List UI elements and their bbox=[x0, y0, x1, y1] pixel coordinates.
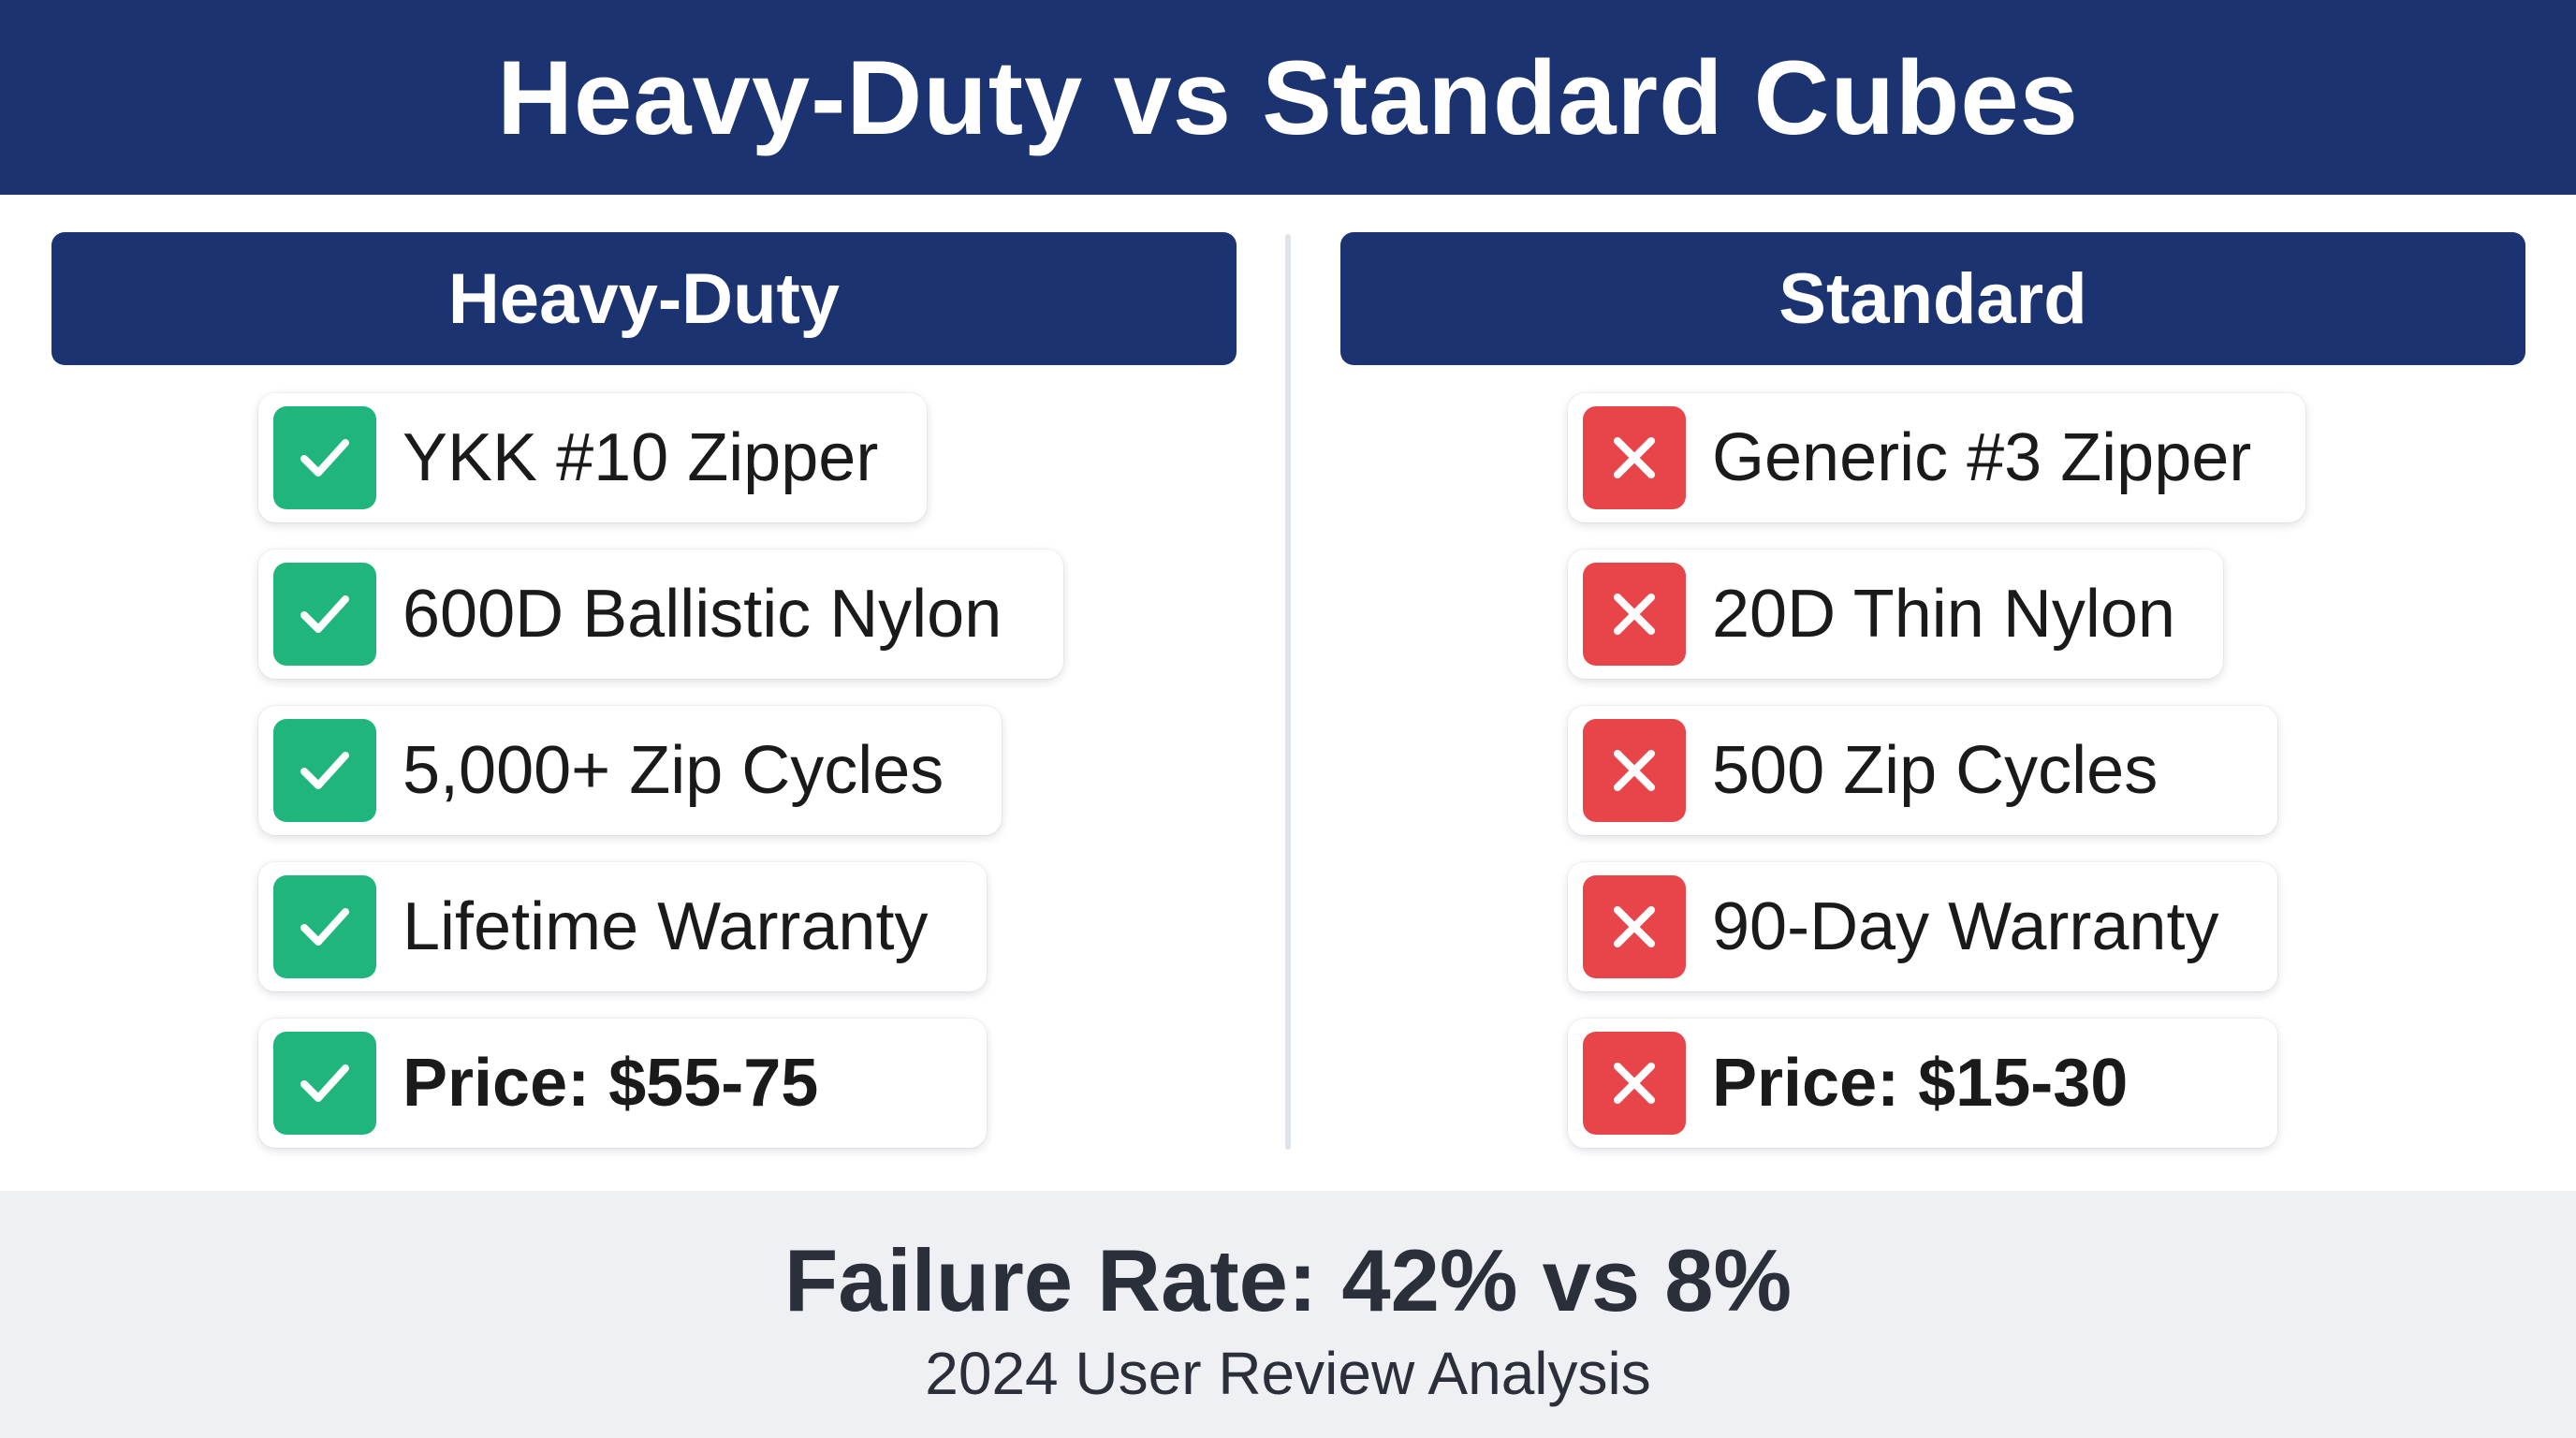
heavy-duty-column-header: Heavy-Duty bbox=[51, 232, 1237, 365]
heavy-duty-item-zipper: YKK #10 Zipper bbox=[258, 393, 927, 522]
standard-item-fabric: 20D Thin Nylon bbox=[1568, 550, 2223, 679]
heavy-duty-item-warranty: Lifetime Warranty bbox=[258, 862, 987, 991]
cross-icon bbox=[1583, 406, 1686, 509]
standard-item-label: 500 Zip Cycles bbox=[1712, 733, 2159, 808]
column-divider bbox=[1285, 234, 1291, 1150]
heavy-duty-item-fabric: 600D Ballistic Nylon bbox=[258, 550, 1063, 679]
check-icon bbox=[273, 1032, 376, 1135]
check-icon bbox=[273, 719, 376, 822]
check-icon bbox=[273, 406, 376, 509]
heavy-duty-price-label: Price: $55-75 bbox=[402, 1046, 819, 1121]
cross-icon bbox=[1583, 563, 1686, 666]
cross-icon bbox=[1583, 719, 1686, 822]
standard-item-label: 90-Day Warranty bbox=[1712, 889, 2219, 964]
standard-column-header: Standard bbox=[1340, 232, 2525, 365]
standard-item-zipper: Generic #3 Zipper bbox=[1568, 393, 2305, 522]
footer-subtitle: 2024 User Review Analysis bbox=[925, 1340, 1651, 1407]
heavy-duty-item-label: YKK #10 Zipper bbox=[402, 420, 879, 495]
heavy-duty-item-label: 600D Ballistic Nylon bbox=[402, 577, 1003, 652]
check-icon bbox=[273, 875, 376, 978]
check-icon bbox=[273, 563, 376, 666]
standard-item-label: Generic #3 Zipper bbox=[1712, 420, 2252, 495]
footer-summary: Failure Rate: 42% vs 8% 2024 User Review… bbox=[0, 1191, 2576, 1438]
title-banner: Heavy-Duty vs Standard Cubes bbox=[0, 0, 2576, 195]
standard-item-warranty: 90-Day Warranty bbox=[1568, 862, 2277, 991]
heavy-duty-item-label: 5,000+ Zip Cycles bbox=[402, 733, 944, 808]
cross-icon bbox=[1583, 1032, 1686, 1135]
cross-icon bbox=[1583, 875, 1686, 978]
standard-item-price: Price: $15-30 bbox=[1568, 1019, 2277, 1148]
heavy-duty-item-label: Lifetime Warranty bbox=[402, 889, 929, 964]
page-title: Heavy-Duty vs Standard Cubes bbox=[497, 38, 2079, 156]
heavy-duty-item-price: Price: $55-75 bbox=[258, 1019, 987, 1148]
standard-item-label: 20D Thin Nylon bbox=[1712, 577, 2175, 652]
failure-rate-headline: Failure Rate: 42% vs 8% bbox=[783, 1231, 1793, 1329]
standard-price-label: Price: $15-30 bbox=[1712, 1046, 2129, 1121]
heavy-duty-item-cycles: 5,000+ Zip Cycles bbox=[258, 706, 1002, 835]
standard-item-cycles: 500 Zip Cycles bbox=[1568, 706, 2277, 835]
